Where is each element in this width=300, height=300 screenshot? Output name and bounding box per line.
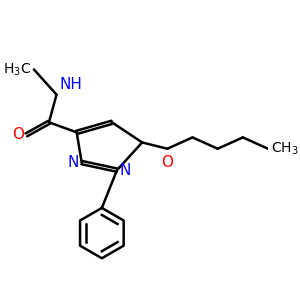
Text: H$_3$C: H$_3$C [3,61,32,78]
Text: O: O [12,128,24,142]
Text: CH$_3$: CH$_3$ [271,140,298,157]
Text: N: N [68,155,79,170]
Text: O: O [161,155,173,170]
Text: NH: NH [59,77,82,92]
Text: N: N [119,163,131,178]
